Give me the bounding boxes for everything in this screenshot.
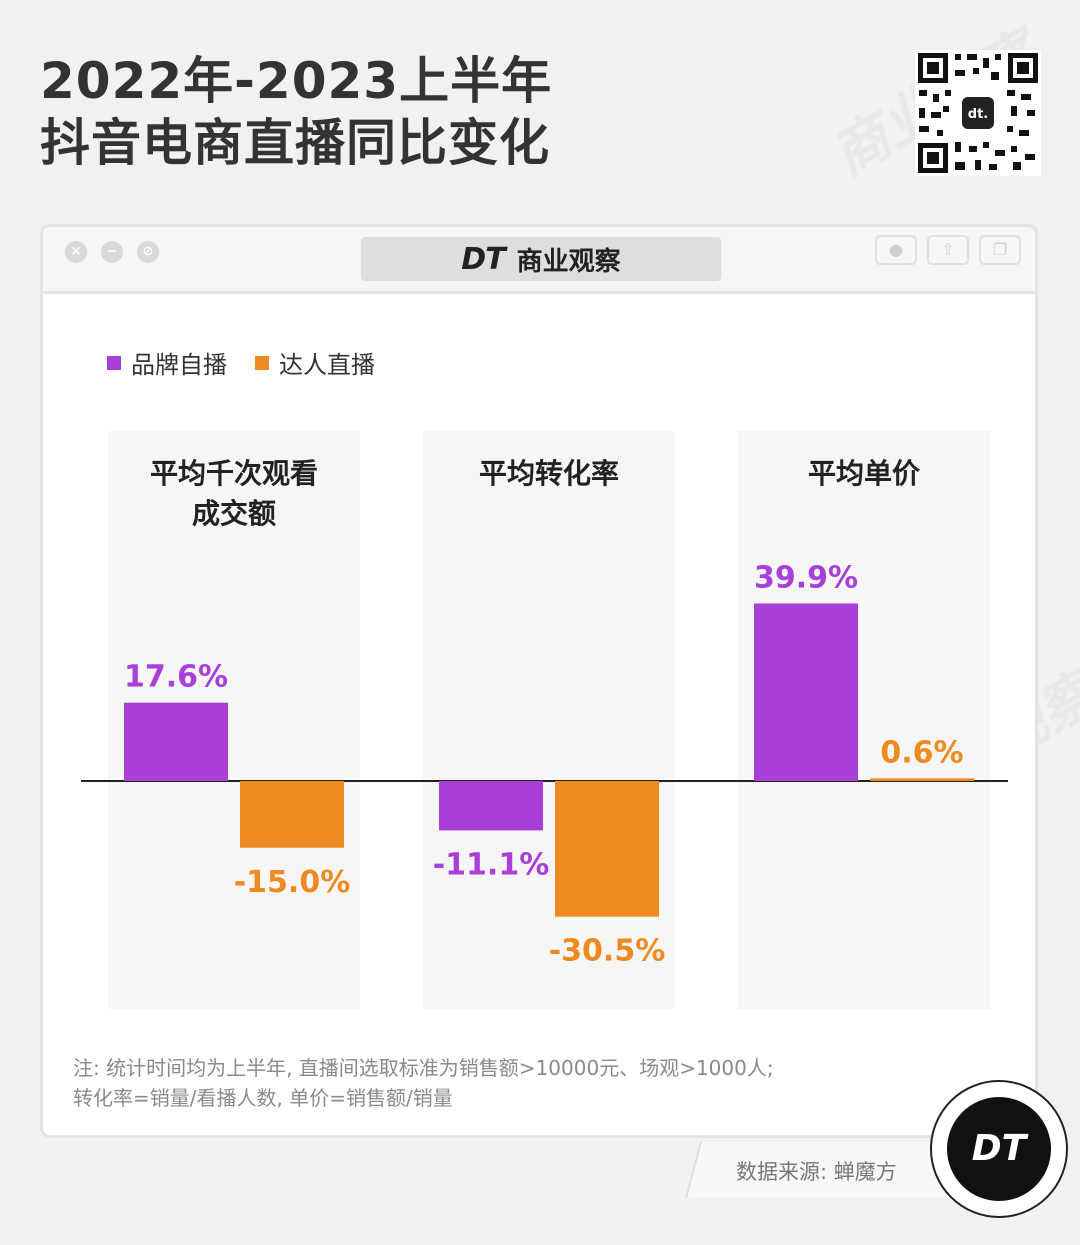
bar <box>754 603 858 781</box>
footnote-line: 转化率=销量/看播人数, 单价=销售额/销量 <box>73 1086 453 1110</box>
bar <box>240 781 344 848</box>
data-label: -30.5% <box>549 934 666 969</box>
data-label: 0.6% <box>880 735 963 770</box>
data-label: 17.6% <box>124 660 228 695</box>
qr-code-icon[interactable]: dt. <box>915 50 1041 176</box>
data-source: 数据来源: 蝉魔方 <box>736 1160 897 1184</box>
record-icon[interactable]: ● <box>875 235 917 265</box>
window-close-icon[interactable]: × <box>65 241 87 263</box>
page-title: 2022年-2023上半年 抖音电商直播同比变化 <box>40 50 552 174</box>
panel-label: 成交额 <box>192 497 276 530</box>
copy-icon[interactable]: ❐ <box>979 235 1021 265</box>
data-label: -11.1% <box>433 847 550 882</box>
data-label: -15.0% <box>234 865 351 900</box>
legend-swatch <box>255 355 269 370</box>
badge-logo: DT <box>947 1097 1051 1201</box>
bar <box>555 781 659 917</box>
panel-label: 平均转化率 <box>479 457 619 490</box>
window-tab[interactable]: DT 商业观察 <box>361 237 721 281</box>
legend-swatch <box>107 355 121 370</box>
window-maximize-icon[interactable]: ⊘ <box>137 241 159 263</box>
bar <box>124 702 228 781</box>
legend-label: 品牌自播 <box>131 351 227 379</box>
panel-label: 平均千次观看 <box>150 457 318 490</box>
share-icon[interactable]: ⇪ <box>927 235 969 265</box>
bar <box>439 781 543 831</box>
brand-name: 商业观察 <box>516 246 621 277</box>
panel-label: 平均单价 <box>808 457 921 490</box>
legend-label: 达人直播 <box>279 351 375 379</box>
title-line-1: 2022年-2023上半年 <box>40 52 553 110</box>
panel-background <box>423 431 675 1009</box>
bar <box>870 778 974 781</box>
window-minimize-icon[interactable]: − <box>101 241 123 263</box>
title-line-2: 抖音电商直播同比变化 <box>40 114 550 172</box>
svg-text:dt.: dt. <box>968 107 988 122</box>
window-titlebar: × − ⊘ DT 商业观察 ● ⇪ ❐ <box>43 227 1035 294</box>
legend-item: 品牌自播 <box>107 345 227 380</box>
brand-logo: DT <box>461 241 505 277</box>
legend-item: 达人直播 <box>255 345 375 380</box>
footnote: 注: 统计时间均为上半年, 直播间选取标准为销售额>10000元、场观>1000… <box>73 1053 973 1113</box>
data-label: 39.9% <box>754 560 858 595</box>
legend: 品牌自播 达人直播 <box>107 345 375 380</box>
chart-window: × − ⊘ DT 商业观察 ● ⇪ ❐ 品牌自播 达人直播 平均千次观看 成交额平… <box>40 224 1038 1138</box>
dt-badge-icon: DT <box>930 1080 1068 1218</box>
footnote-line: 注: 统计时间均为上半年, 直播间选取标准为销售额>10000元、场观>1000… <box>73 1056 774 1080</box>
